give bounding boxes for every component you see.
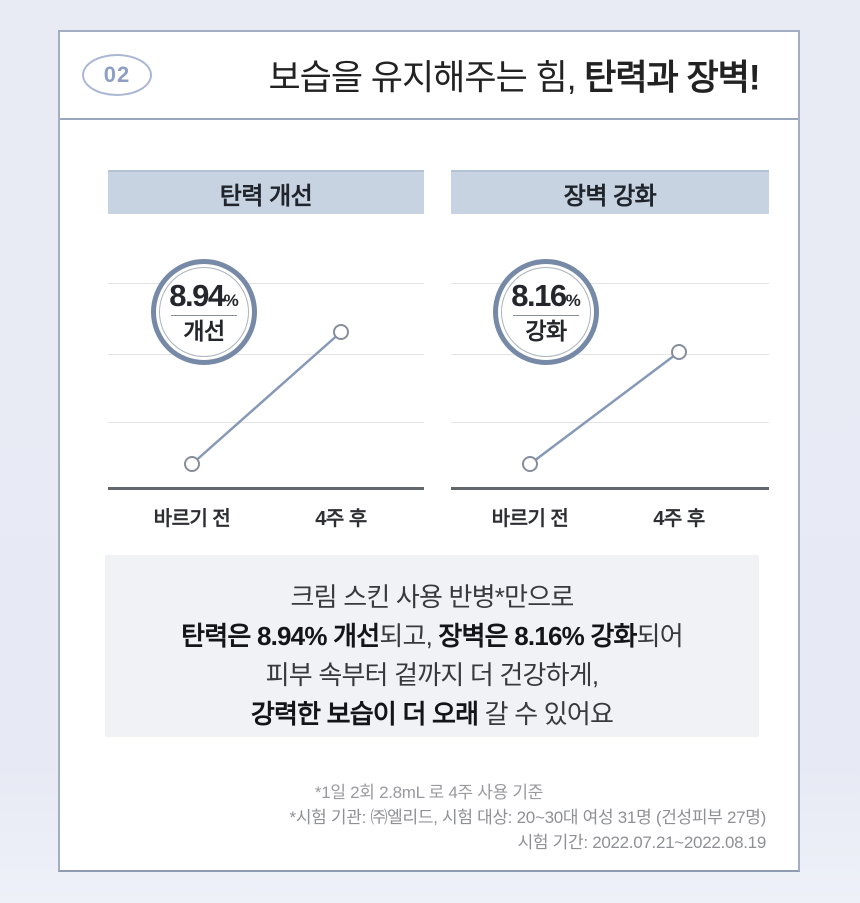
summary-line-2-regular-2: 되어	[636, 621, 684, 651]
page-title-bold: 탄력과 장벽!	[584, 58, 760, 98]
stat-badge-inner-ring: 8.94% 개선	[159, 267, 249, 357]
test-info-line-1: *시험 기관: ㈜엘리드, 시험 대상: 20~30대 여성 31명 (건성피부…	[289, 808, 767, 827]
section-number-badge: 02	[82, 54, 152, 96]
stat-number: 8.16	[511, 277, 567, 313]
summary-line-2-regular-1: 되고,	[379, 621, 439, 651]
stat-badge-inner-ring: 8.16% 강화	[501, 267, 591, 357]
stat-result-label: 강화	[525, 317, 567, 344]
test-info-line-2: 시험 기간: 2022.07.21~2022.08.19	[517, 833, 767, 852]
gridline	[108, 283, 424, 284]
summary-line-4: 강력한 보습이 더 오래 갈 수 있어요	[105, 695, 759, 734]
stat-divider	[513, 314, 579, 316]
summary-line-2: 탄력은 8.94% 개선되고, 장벽은 8.16% 강화되어	[105, 617, 759, 656]
page-title: 보습을 유지해주는 힘, 탄력과 장벽!	[268, 50, 760, 101]
summary-box: 크림 스킨 사용 반병*만으로 탄력은 8.94% 개선되고, 장벽은 8.16…	[105, 555, 759, 737]
infographic-card: 02 보습을 유지해주는 힘, 탄력과 장벽! 탄력 개선 8.94% 개선	[58, 30, 800, 872]
gridline	[451, 283, 769, 284]
data-line-svg	[522, 344, 687, 472]
trend-line	[191, 331, 342, 465]
summary-line-4-regular: 갈 수 있어요	[478, 699, 614, 729]
stat-value: 8.16%	[511, 280, 580, 311]
stat-result-label: 개선	[183, 317, 225, 344]
gridline	[451, 422, 769, 423]
gridline	[108, 422, 424, 423]
gridline	[451, 354, 769, 355]
chart-title-bar: 탄력 개선	[108, 170, 424, 214]
x-axis-label-before: 바르기 전	[153, 508, 231, 530]
stat-badge-elasticity: 8.94% 개선	[151, 259, 257, 365]
data-point-after	[333, 324, 349, 340]
section-number: 02	[103, 62, 131, 87]
chart-title: 장벽 강화	[563, 182, 657, 210]
line-chart-barrier: 8.16% 강화 바르기 전 4주 후	[451, 214, 769, 530]
chart-panel-elasticity: 탄력 개선 8.94% 개선 바르기 전 4주 후	[108, 170, 424, 530]
stat-divider	[171, 314, 237, 316]
chart-panel-barrier: 장벽 강화 8.16% 강화 바르기 전 4주 후	[451, 170, 769, 530]
stat-unit: %	[223, 290, 239, 310]
chart-title: 탄력 개선	[219, 182, 313, 210]
stat-number: 8.94	[169, 277, 225, 313]
gridline	[108, 354, 424, 355]
x-axis-label-after: 4주 후	[315, 508, 367, 530]
x-axis-label-after: 4주 후	[653, 508, 705, 530]
stat-badge-barrier: 8.16% 강화	[493, 259, 599, 365]
data-point-before	[522, 456, 538, 472]
stat-unit: %	[565, 290, 581, 310]
test-info-footnote: *시험 기관: ㈜엘리드, 시험 대상: 20~30대 여성 31명 (건성피부…	[289, 805, 767, 855]
data-point-after	[671, 344, 687, 360]
trend-line	[529, 351, 680, 465]
x-axis-label-before: 바르기 전	[491, 508, 569, 530]
data-point-before	[184, 456, 200, 472]
page-title-regular: 보습을 유지해주는 힘,	[268, 58, 585, 98]
stat-value: 8.94%	[169, 280, 238, 311]
line-chart-elasticity: 8.94% 개선 바르기 전 4주 후	[108, 214, 424, 530]
summary-line-2-bold-2: 장벽은 8.16% 강화	[438, 621, 637, 651]
data-line-svg	[184, 324, 349, 472]
summary-line-3: 피부 속부터 겉까지 더 건강하게,	[265, 660, 599, 690]
usage-footnote: *1일 2회 2.8mL 로 4주 사용 기준	[314, 783, 544, 802]
chart-title-bar: 장벽 강화	[451, 170, 769, 214]
card-header: 02 보습을 유지해주는 힘, 탄력과 장벽!	[60, 32, 798, 120]
summary-line-2-bold-1: 탄력은 8.94% 개선	[181, 621, 380, 651]
summary-line-4-bold: 강력한 보습이 더 오래	[250, 699, 479, 729]
summary-line-1: 크림 스킨 사용 반병*만으로	[290, 582, 575, 612]
